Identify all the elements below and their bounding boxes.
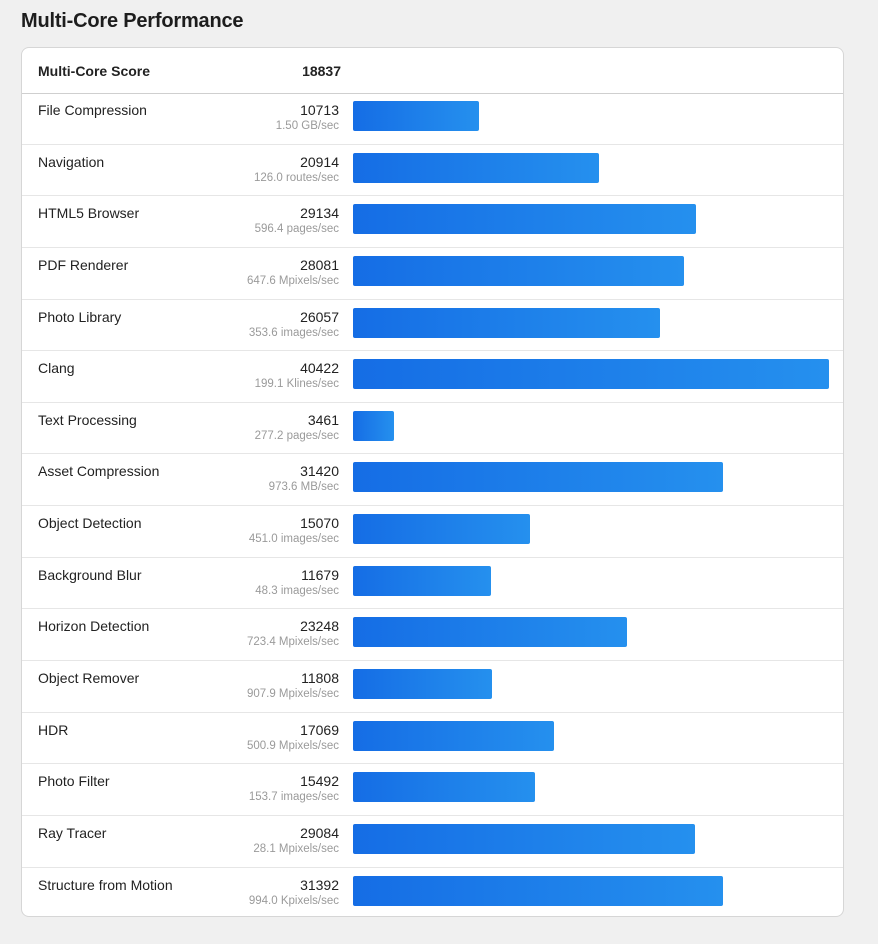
benchmark-rate: 1.50 GB/sec (275, 120, 339, 132)
benchmark-score: 11808 (301, 670, 339, 687)
benchmark-score: 29134 (300, 205, 339, 222)
benchmark-rate: 153.7 images/sec (248, 791, 339, 804)
benchmark-score: 29084 (300, 824, 339, 841)
benchmark-score: 10713 (300, 102, 339, 118)
benchmark-rate: 353.6 images/sec (248, 326, 339, 339)
benchmark-bar (353, 669, 492, 700)
results-card: Multi-Core Score 18837 File Compression 1… (21, 47, 844, 917)
benchmark-name: Photo Library (38, 308, 122, 325)
benchmark-row: Photo Library 26057 353.6 images/sec (22, 300, 843, 352)
benchmark-row: Clang 40422 199.1 Klines/sec (22, 351, 843, 403)
benchmark-rate: 647.6 Mpixels/sec (246, 274, 339, 287)
benchmark-row: Photo Filter 15492 153.7 images/sec (22, 764, 843, 816)
benchmark-name: HTML5 Browser (38, 205, 140, 222)
benchmark-name: PDF Renderer (38, 256, 129, 273)
benchmark-bar (353, 514, 530, 545)
benchmark-bar (353, 875, 723, 906)
benchmark-rate: 596.4 pages/sec (254, 223, 339, 236)
benchmark-name: Asset Compression (38, 463, 160, 480)
benchmark-rate: 277.2 pages/sec (254, 429, 339, 442)
benchmark-row: Background Blur 11679 48.3 images/sec (22, 558, 843, 610)
benchmark-name: Structure from Motion (38, 876, 173, 893)
benchmark-rate: 48.3 images/sec (255, 584, 339, 597)
benchmark-bar (353, 823, 695, 854)
benchmark-score: 20914 (300, 153, 339, 170)
benchmark-score: 11679 (301, 566, 339, 583)
benchmark-row: Navigation 20914 126.0 routes/sec (22, 145, 843, 197)
benchmark-score: 31392 (300, 876, 339, 893)
benchmark-name: Horizon Detection (38, 618, 150, 635)
multi-core-score-label: Multi-Core Score (38, 63, 151, 79)
benchmark-name: Navigation (38, 153, 105, 170)
benchmark-score: 26057 (300, 308, 339, 325)
benchmark-bar (353, 255, 684, 286)
benchmark-list: File Compression 10713 1.50 GB/sec Navigati… (22, 93, 843, 916)
benchmark-bar (353, 772, 535, 803)
benchmark-bar (353, 617, 627, 648)
benchmark-bar (353, 152, 599, 183)
benchmark-rate: 973.6 MB/sec (268, 481, 339, 494)
benchmark-score: 40422 (300, 360, 339, 377)
benchmark-row: Asset Compression 31420 973.6 MB/sec (22, 454, 843, 507)
benchmark-rate: 28.1 Mpixels/sec (253, 842, 339, 855)
benchmark-score: 3461 (307, 411, 339, 428)
benchmark-rate: 126.0 routes/sec (253, 171, 339, 184)
benchmark-row: HTML5 Browser 29134 596.4 pages/sec (22, 196, 843, 248)
page-title: Multi-Core Performance (21, 10, 244, 32)
benchmark-row: PDF Renderer 28081 647.6 Mpixels/sec (22, 248, 843, 300)
benchmark-row: HDR 17069 500.9 Mpixels/sec (22, 713, 843, 765)
benchmark-bar (353, 204, 696, 235)
benchmark-score: 23248 (300, 618, 339, 635)
benchmark-bar (353, 359, 829, 390)
benchmark-rate: 500.9 Mpixels/sec (246, 739, 339, 752)
benchmark-row: Object Detection 15070 451.0 images/sec (22, 506, 843, 558)
benchmark-rate: 199.1 Klines/sec (254, 378, 339, 391)
benchmark-rate: 994.0 Kpixels/sec (248, 894, 339, 907)
benchmark-name: File Compression (38, 102, 147, 118)
benchmark-name: Object Detection (38, 515, 142, 532)
benchmark-bar (353, 462, 723, 493)
benchmark-score: 15070 (300, 515, 339, 532)
benchmark-name: Ray Tracer (38, 824, 107, 841)
benchmark-bar (353, 410, 394, 441)
benchmark-name: Background Blur (38, 566, 142, 583)
benchmark-bar (353, 565, 491, 596)
benchmark-row: Object Remover 11808 907.9 Mpixels/sec (22, 661, 843, 713)
benchmark-bar (353, 307, 660, 338)
benchmark-bar (353, 101, 479, 131)
benchmark-bar (353, 720, 554, 751)
benchmark-score: 28081 (300, 256, 339, 273)
benchmark-name: Object Remover (38, 670, 140, 687)
benchmark-rate: 907.9 Mpixels/sec (246, 688, 339, 701)
benchmark-name: HDR (38, 721, 69, 738)
benchmark-row: Text Processing 3461 277.2 pages/sec (22, 403, 843, 455)
benchmark-rate: 451.0 images/sec (248, 533, 339, 546)
benchmark-name: Photo Filter (38, 773, 110, 790)
multi-core-score-value: 18837 (302, 63, 341, 79)
benchmark-row: Ray Tracer 29084 28.1 Mpixels/sec (22, 816, 843, 868)
benchmark-score: 17069 (300, 721, 339, 738)
multi-core-score-row: Multi-Core Score 18837 (22, 48, 843, 94)
benchmark-row: File Compression 10713 1.50 GB/sec (22, 93, 843, 145)
benchmark-name: Clang (38, 360, 75, 377)
benchmark-score: 15492 (300, 773, 339, 790)
benchmark-rate: 723.4 Mpixels/sec (246, 636, 339, 649)
benchmark-score: 31420 (300, 463, 339, 480)
benchmark-row: Horizon Detection 23248 723.4 Mpixels/sec (22, 609, 843, 662)
benchmark-name: Text Processing (38, 411, 137, 428)
benchmark-row: Structure from Motion 31392 994.0 Kpixels/… (22, 868, 843, 916)
